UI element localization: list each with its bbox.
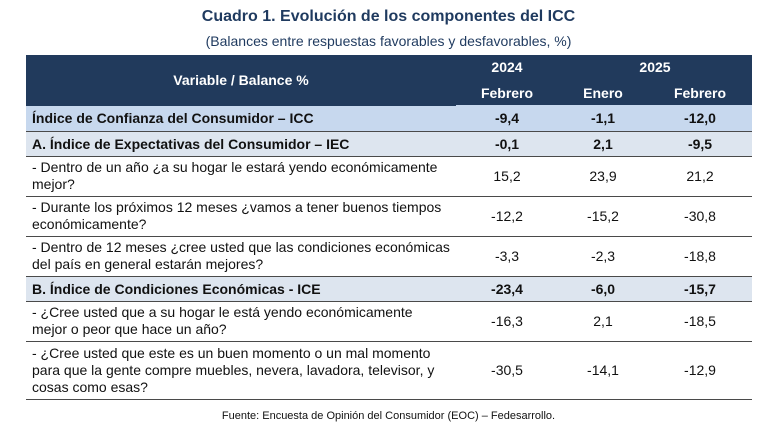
value-ene-2025: 2,1 bbox=[558, 131, 648, 157]
table-row-iec: A. Índice de Expectativas del Consumidor… bbox=[26, 131, 752, 157]
table-row-ice: B. Índice de Condiciones Económicas - IC… bbox=[26, 276, 752, 302]
value-feb-2024: -30,5 bbox=[456, 341, 558, 400]
row-label: A. Índice de Expectativas del Consumidor… bbox=[26, 131, 456, 157]
value-ene-2025: -14,1 bbox=[558, 341, 648, 400]
value-feb-2025: -9,5 bbox=[648, 131, 752, 157]
value-feb-2025: -18,5 bbox=[648, 301, 752, 342]
value-feb-2025: -18,8 bbox=[648, 236, 752, 277]
value-feb-2024: -9,4 bbox=[456, 105, 558, 132]
header-year-2024: 2024 bbox=[456, 55, 558, 80]
value-feb-2024: -16,3 bbox=[456, 301, 558, 342]
row-label: - Dentro de 12 meses ¿cree usted que las… bbox=[26, 236, 456, 277]
value-ene-2025: -2,3 bbox=[558, 236, 648, 277]
row-label: - Dentro de un año ¿a su hogar le estará… bbox=[26, 156, 456, 197]
table-title: Cuadro 1. Evolución de los componentes d… bbox=[201, 8, 576, 25]
value-ene-2025: -1,1 bbox=[558, 105, 648, 132]
header-year-2025: 2025 bbox=[558, 55, 752, 80]
value-feb-2025: -15,7 bbox=[648, 276, 752, 302]
table-row: - ¿Cree usted que a su hogar le está yen… bbox=[26, 301, 752, 342]
row-label: - ¿Cree usted que este es un buen moment… bbox=[26, 341, 456, 400]
row-label: B. Índice de Condiciones Económicas - IC… bbox=[26, 276, 456, 302]
value-feb-2025: -12,9 bbox=[648, 341, 752, 400]
source-note: Fuente: Encuesta de Opinión del Consumid… bbox=[221, 410, 556, 422]
table-row: - Dentro de un año ¿a su hogar le estará… bbox=[26, 156, 752, 197]
table-row: - ¿Cree usted que este es un buen moment… bbox=[26, 341, 752, 400]
table-subtitle: (Balances entre respuestas favorables y … bbox=[205, 33, 572, 49]
value-feb-2024: -23,4 bbox=[456, 276, 558, 302]
value-ene-2025: 23,9 bbox=[558, 156, 648, 197]
header-feb-2025: Febrero bbox=[648, 79, 752, 105]
header-row-years: Variable / Balance % 2024 2025 bbox=[26, 55, 752, 106]
table-row: - Dentro de 12 meses ¿cree usted que las… bbox=[26, 236, 752, 277]
table-row-icc: Índice de Confianza del Consumidor – ICC… bbox=[26, 105, 752, 132]
value-feb-2025: -30,8 bbox=[648, 196, 752, 237]
icc-components-table: Variable / Balance % 2024 2025 Febrero E… bbox=[26, 55, 752, 400]
value-feb-2024: -12,2 bbox=[456, 196, 558, 237]
value-feb-2025: -12,0 bbox=[648, 105, 752, 132]
value-feb-2024: 15,2 bbox=[456, 156, 558, 197]
value-ene-2025: 2,1 bbox=[558, 301, 648, 342]
row-label: - Durante los próximos 12 meses ¿vamos a… bbox=[26, 196, 456, 237]
header-feb-2024: Febrero bbox=[456, 79, 558, 105]
value-feb-2024: -0,1 bbox=[456, 131, 558, 157]
header-row-months: Febrero Enero Febrero bbox=[26, 79, 752, 105]
table-row: - Durante los próximos 12 meses ¿vamos a… bbox=[26, 196, 752, 237]
header-ene-2025: Enero bbox=[558, 79, 648, 105]
value-feb-2025: 21,2 bbox=[648, 156, 752, 197]
value-ene-2025: -6,0 bbox=[558, 276, 648, 302]
value-ene-2025: -15,2 bbox=[558, 196, 648, 237]
header-variable: Variable / Balance % bbox=[26, 55, 456, 106]
value-feb-2024: -3,3 bbox=[456, 236, 558, 277]
row-label: Índice de Confianza del Consumidor – ICC bbox=[26, 105, 456, 132]
row-label: - ¿Cree usted que a su hogar le está yen… bbox=[26, 301, 456, 342]
